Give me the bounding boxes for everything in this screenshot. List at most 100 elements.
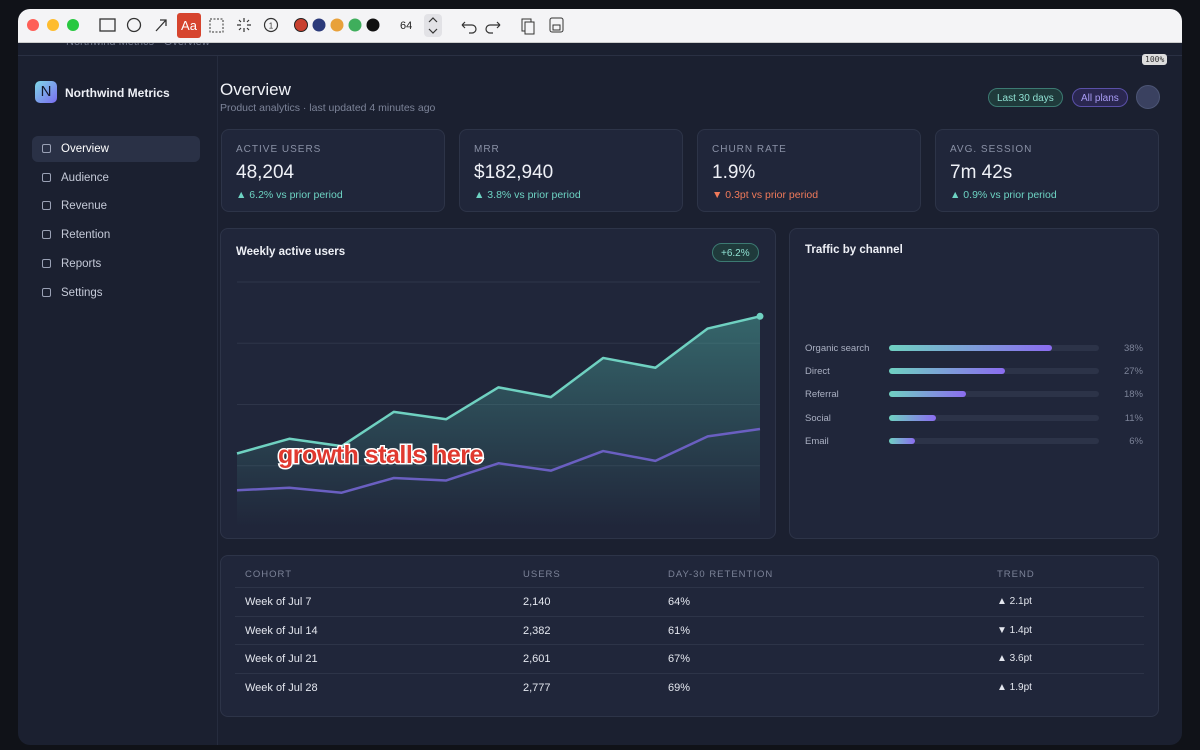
page-title: Overview bbox=[220, 80, 291, 99]
kpi-label: ACTIVE USERS bbox=[236, 144, 322, 155]
cohort-table: COHORT USERS DAY-30 RETENTION TREND Week of … bbox=[220, 555, 1159, 717]
nav-item[interactable]: Revenue bbox=[32, 193, 200, 219]
bar-value: 11% bbox=[1124, 412, 1143, 424]
area bbox=[237, 316, 760, 527]
kpi-delta: ▼ 0.3pt vs prior period bbox=[712, 189, 819, 201]
arrow-tool[interactable] bbox=[155, 19, 167, 32]
kpi-value: 7m 42s bbox=[950, 162, 1013, 183]
row-divider bbox=[235, 587, 1144, 588]
nav-icon bbox=[42, 172, 51, 182]
trend: ▲ 2.1pt bbox=[997, 596, 1032, 607]
logo: N bbox=[35, 81, 57, 103]
divider bbox=[18, 55, 1182, 56]
plan-filter[interactable]: All plans bbox=[1072, 88, 1128, 107]
kpi-label: MRR bbox=[474, 144, 500, 155]
kpi-value: 1.9% bbox=[712, 162, 756, 183]
end-point bbox=[756, 312, 764, 320]
bar-track bbox=[889, 414, 1099, 421]
nav-item[interactable]: Audience bbox=[32, 165, 200, 191]
nav-item[interactable]: Retention bbox=[32, 222, 200, 248]
cell: 2,382 bbox=[523, 624, 551, 637]
ellipse-tool[interactable] bbox=[126, 17, 142, 33]
color-swatch[interactable] bbox=[348, 18, 362, 32]
annotation-toolbar: Aa 1 64 bbox=[18, 9, 1182, 43]
bar-value: 18% bbox=[1123, 389, 1143, 401]
save[interactable] bbox=[549, 17, 564, 33]
nav-icon bbox=[42, 258, 51, 268]
pixelate-tool[interactable] bbox=[209, 18, 224, 33]
row-divider bbox=[235, 615, 1144, 617]
bar bbox=[889, 391, 967, 398]
bar bbox=[889, 368, 1005, 375]
kpi-value: $182,940 bbox=[474, 162, 554, 183]
row-divider bbox=[235, 673, 1144, 675]
nav-icon bbox=[42, 201, 51, 211]
bar-value: 27% bbox=[1123, 366, 1143, 378]
nav-icon bbox=[42, 287, 51, 297]
cell: 2,777 bbox=[523, 682, 551, 695]
kpi-card: CHURN RATE 1.9% ▼ 0.3pt vs prior period bbox=[697, 129, 921, 212]
column-header: COHORT bbox=[245, 569, 292, 580]
nav-item[interactable]: Overview bbox=[32, 136, 200, 162]
bar-value: 38% bbox=[1123, 343, 1143, 354]
bar-label: Referral bbox=[805, 389, 839, 401]
svg-text:Aa: Aa bbox=[181, 18, 198, 33]
line-chart: growth stalls here bbox=[236, 281, 764, 527]
nav-item[interactable]: Settings bbox=[32, 280, 200, 306]
column-header: USERS bbox=[523, 569, 561, 580]
kpi-card: AVG. SESSION 7m 42s ▲ 0.9% vs prior period bbox=[935, 129, 1159, 212]
spotlight-tool[interactable] bbox=[237, 18, 251, 32]
toolbar-icons: Aa 1 bbox=[27, 13, 564, 38]
bar bbox=[889, 414, 937, 421]
sidebar: N Northwind Metrics Overview Audience Reve… bbox=[18, 56, 218, 745]
rect-tool[interactable] bbox=[99, 18, 116, 32]
bar-value: 6% bbox=[1129, 435, 1143, 447]
color-swatch[interactable] bbox=[330, 18, 344, 32]
cell: 69% bbox=[668, 682, 691, 695]
chart-badge: +6.2% bbox=[712, 243, 759, 262]
chart-title: Traffic by channel bbox=[805, 244, 903, 256]
cell: 64% bbox=[668, 596, 691, 608]
cell: 2,601 bbox=[523, 653, 551, 666]
redo[interactable] bbox=[485, 21, 501, 34]
column-header: TREND bbox=[997, 569, 1035, 580]
kpi-delta: ▲ 3.8% vs prior period bbox=[474, 189, 581, 201]
undo[interactable] bbox=[461, 21, 477, 34]
kpi-delta: ▲ 0.9% vs prior period bbox=[950, 189, 1057, 201]
color-swatch[interactable] bbox=[312, 18, 326, 32]
chart-title: Weekly active users bbox=[236, 246, 346, 258]
color-swatch[interactable] bbox=[294, 18, 308, 32]
bar-chart-card: Traffic by channel Organic search 38% Dire… bbox=[789, 228, 1159, 539]
page-subtitle: Product analytics · last updated 4 minut… bbox=[220, 102, 436, 114]
kpi-card: ACTIVE USERS 48,204 ▲ 6.2% vs prior period bbox=[221, 129, 445, 212]
column-header: DAY-30 RETENTION bbox=[668, 569, 774, 580]
trend: ▲ 3.6pt bbox=[997, 653, 1032, 665]
bar-label: Organic search bbox=[805, 343, 870, 354]
nav-icon bbox=[42, 230, 51, 240]
text-tool[interactable] bbox=[177, 13, 201, 38]
font-size-value: 64 bbox=[400, 20, 413, 32]
brand: Northwind Metrics bbox=[65, 86, 170, 100]
nav-item[interactable]: Reports bbox=[32, 251, 200, 277]
trend: ▲ 1.9pt bbox=[997, 682, 1032, 694]
trend: ▼ 1.4pt bbox=[997, 624, 1032, 636]
bar-label: Email bbox=[805, 435, 829, 447]
kpi-value: 48,204 bbox=[236, 162, 295, 183]
counter-tool[interactable] bbox=[263, 17, 279, 33]
date-filter[interactable]: Last 30 days bbox=[988, 88, 1063, 107]
cell: Week of Jul 7 bbox=[245, 596, 312, 608]
kpi-delta: ▲ 6.2% vs prior period bbox=[236, 189, 343, 201]
bar bbox=[889, 437, 915, 444]
color-swatch[interactable] bbox=[366, 18, 380, 32]
line-chart-card: Weekly active users +6.2% growth stalls … bbox=[220, 228, 776, 539]
bar-track bbox=[889, 437, 1099, 444]
bar-track bbox=[889, 391, 1099, 398]
size-stepper[interactable] bbox=[424, 14, 442, 37]
avatar[interactable] bbox=[1136, 85, 1160, 109]
cell: Week of Jul 21 bbox=[245, 653, 318, 666]
cell: 67% bbox=[668, 653, 691, 666]
app-window: Northwind Metrics · Overview 100% Aa 1 6… bbox=[18, 9, 1182, 745]
cell: 2,140 bbox=[523, 596, 551, 608]
line bbox=[236, 427, 761, 494]
